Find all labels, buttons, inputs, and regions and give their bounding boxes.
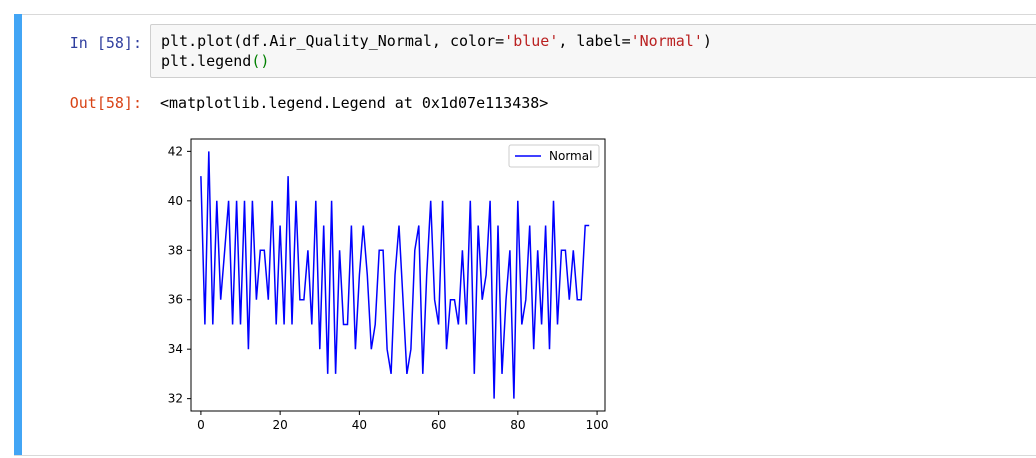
code-line-2: plt.legend() — [161, 51, 1029, 71]
code-token: , label= — [558, 32, 631, 50]
code-string: 'blue' — [504, 32, 559, 50]
x-tick-label: 40 — [352, 418, 367, 432]
code-token: plt.legend — [161, 52, 252, 70]
x-tick-label: 60 — [431, 418, 446, 432]
y-tick-label: 42 — [168, 144, 183, 158]
output-prompt: Out[58]: — [69, 94, 142, 112]
code-cell[interactable] — [14, 14, 1036, 456]
y-tick-label: 34 — [168, 342, 183, 356]
output-text: <matplotlib.legend.Legend at 0x1d07e1134… — [160, 94, 549, 112]
x-tick-label: 0 — [197, 418, 205, 432]
x-tick-label: 20 — [272, 418, 287, 432]
code-editor[interactable]: plt.plot(df.Air_Quality_Normal, color='b… — [150, 24, 1036, 78]
code-token: ) — [702, 32, 712, 50]
legend-label: Normal — [549, 149, 592, 163]
plot-axes-frame — [190, 138, 606, 412]
series-line-normal — [200, 151, 590, 399]
y-tick-label: 40 — [168, 194, 183, 208]
legend-box — [508, 144, 600, 168]
code-token: plt.plot(df.Air_Quality_Normal, color= — [161, 32, 505, 50]
line-chart: 0 20 40 60 80 100 32 34 36 38 40 42 Normal — [168, 138, 609, 432]
input-prompt: In [58]: — [69, 34, 142, 52]
y-tick-label: 36 — [168, 293, 183, 307]
x-tick-label: 80 — [510, 418, 525, 432]
code-line-1: plt.plot(df.Air_Quality_Normal, color='b… — [161, 31, 1029, 51]
x-tick-label: 100 — [586, 418, 609, 432]
y-tick-label: 32 — [168, 392, 183, 406]
cell-selection-bar — [14, 14, 22, 455]
y-tick-label: 38 — [168, 243, 183, 257]
axis-ticks: 0 20 40 60 80 100 32 34 36 38 40 42 — [168, 144, 609, 432]
legend: Normal — [508, 144, 600, 168]
code-string: 'Normal' — [630, 32, 703, 50]
code-parens: () — [251, 52, 270, 70]
